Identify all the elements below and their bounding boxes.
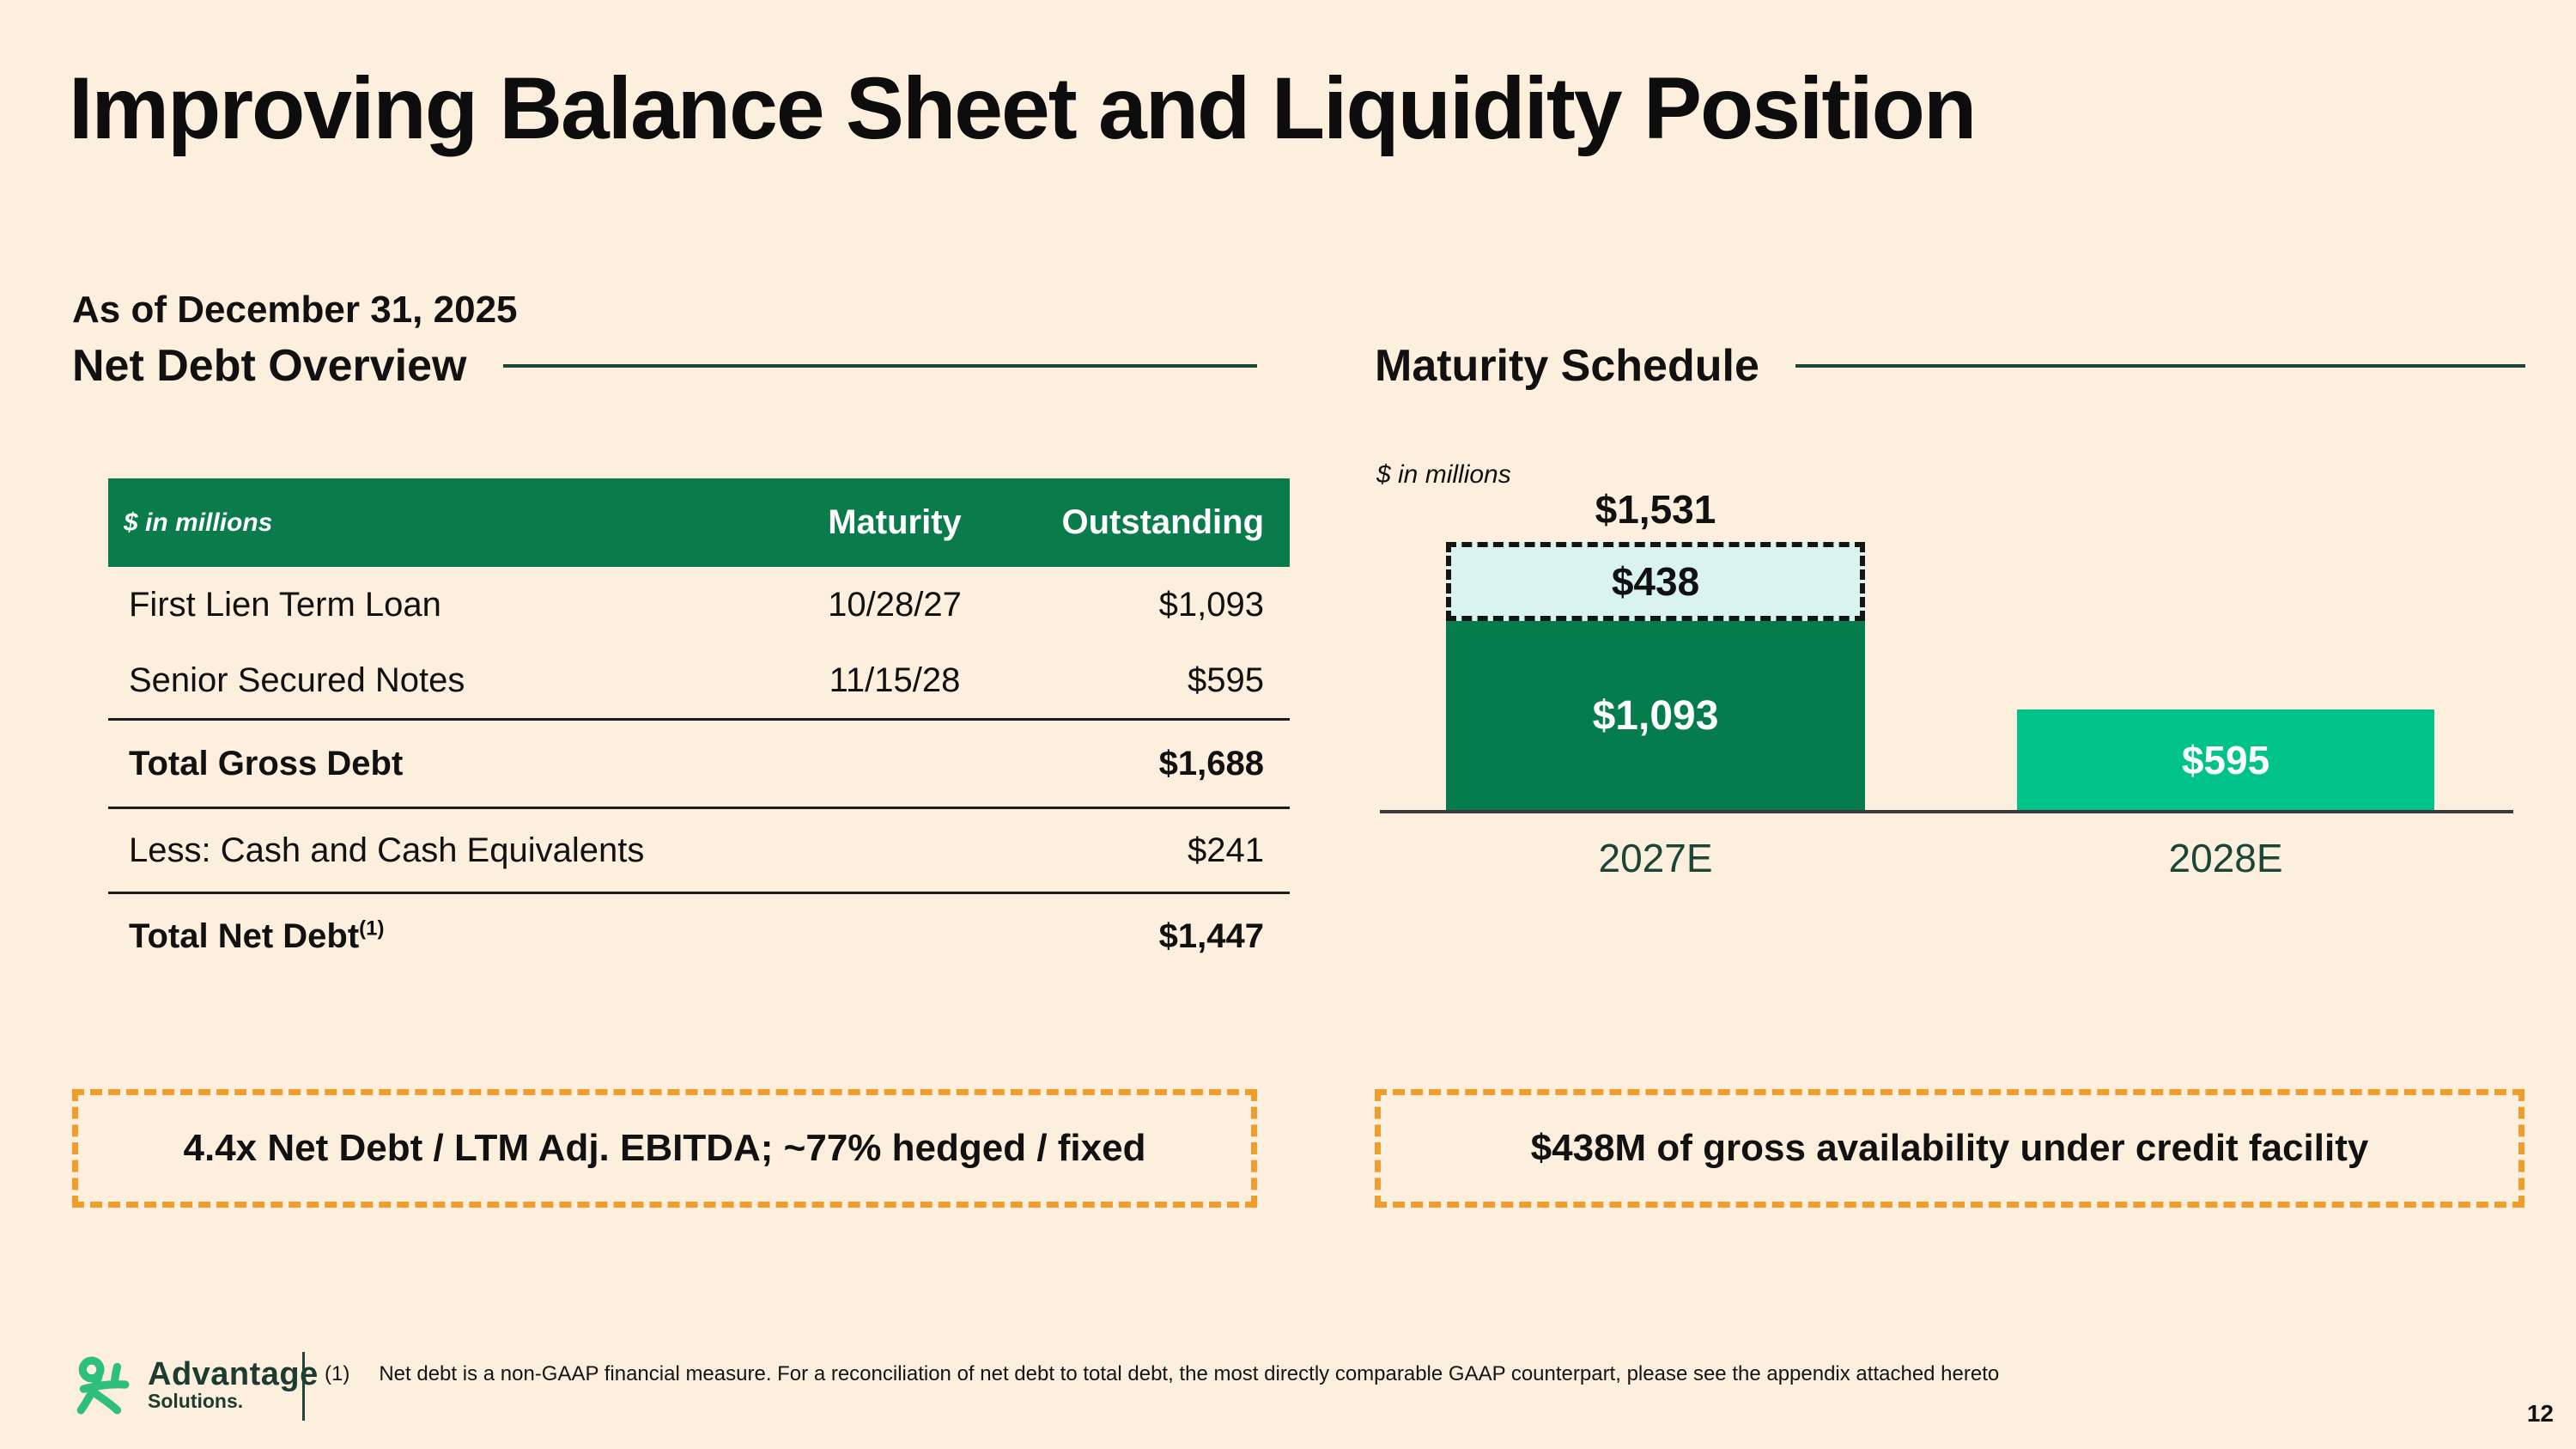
footer-divider	[302, 1352, 305, 1421]
logo-text: Advantage Solutions.	[148, 1358, 319, 1412]
row-label: Less: Cash and Cash Equivalents	[129, 831, 645, 869]
as-of-date-label: As of December 31, 2025	[72, 289, 518, 331]
footnote-text: Net debt is a non-GAAP financial measure…	[379, 1362, 2000, 1385]
footnote-number: (1)	[325, 1362, 350, 1385]
slide-title: Improving Balance Sheet and Liquidity Po…	[69, 59, 1977, 157]
chart-x-axis	[1380, 810, 2513, 813]
row-maturity: 11/15/28	[829, 661, 961, 699]
table-row: Senior Secured Notes 11/15/28 $595	[108, 642, 1290, 718]
row-outstanding: $1,447	[1158, 916, 1264, 955]
section-rule	[1795, 364, 2525, 368]
row-label: Total Net Debt(1)	[108, 917, 775, 956]
row-label: Senior Secured Notes	[129, 661, 465, 699]
net-debt-table: $ in millions Maturity Outstanding First…	[108, 478, 1290, 978]
availability-callout: $438M of gross availability under credit…	[1375, 1089, 2524, 1208]
bar-debt-2028: $595	[2017, 709, 2434, 810]
net-debt-section-header: Net Debt Overview	[72, 340, 1257, 392]
table-row: Less: Cash and Cash Equivalents $241	[108, 807, 1290, 892]
column-header-maturity: Maturity	[828, 503, 962, 541]
bar-total-label-2027: $1,531	[1595, 487, 1716, 532]
footnote-marker: (1)	[359, 916, 385, 941]
row-maturity: 10/28/27	[828, 585, 962, 624]
x-axis-label-2028: 2028E	[2168, 836, 2283, 880]
net-debt-callout: 4.4x Net Debt / LTM Adj. EBITDA; ~77% he…	[72, 1089, 1257, 1208]
row-outstanding: $595	[1188, 661, 1264, 699]
bar-segment-debt-2027: $1,093	[1446, 621, 1865, 810]
row-outstanding: $1,093	[1158, 585, 1264, 624]
total-net-debt-text: Total Net Debt	[129, 916, 360, 955]
table-header-row: $ in millions Maturity Outstanding	[108, 478, 1290, 567]
row-outstanding: $1,688	[1158, 744, 1264, 782]
row-outstanding: $241	[1188, 831, 1264, 869]
row-label: Total Gross Debt	[129, 744, 404, 782]
footnote: (1) Net debt is a non-GAAP financial meas…	[325, 1362, 1999, 1386]
net-debt-section-title: Net Debt Overview	[72, 341, 467, 391]
maturity-section-header: Maturity Schedule	[1375, 340, 2525, 392]
section-rule	[502, 364, 1257, 368]
chart-units-label: $ in millions	[1376, 460, 1511, 489]
logo-sub-name: Solutions.	[148, 1390, 244, 1413]
table-row: First Lien Term Loan 10/28/27 $1,093	[108, 567, 1290, 642]
advantage-solutions-logo: Advantage Solutions.	[72, 1355, 319, 1416]
table-row-total-net-debt: Total Net Debt(1) $1,447	[108, 892, 1290, 978]
page-number: 12	[2526, 1400, 2554, 1427]
advantage-logo-icon	[76, 1356, 130, 1415]
logo-brand-name: Advantage	[148, 1356, 319, 1393]
table-units-label: $ in millions	[124, 508, 273, 537]
table-row-total-gross-debt: Total Gross Debt $1,688	[108, 718, 1290, 807]
x-axis-label-2027: 2027E	[1598, 836, 1713, 880]
column-header-outstanding: Outstanding	[1061, 503, 1264, 541]
row-label: First Lien Term Loan	[129, 585, 441, 624]
bar-segment-revolver-2027: $438	[1446, 542, 1865, 621]
maturity-section-title: Maturity Schedule	[1375, 341, 1759, 391]
